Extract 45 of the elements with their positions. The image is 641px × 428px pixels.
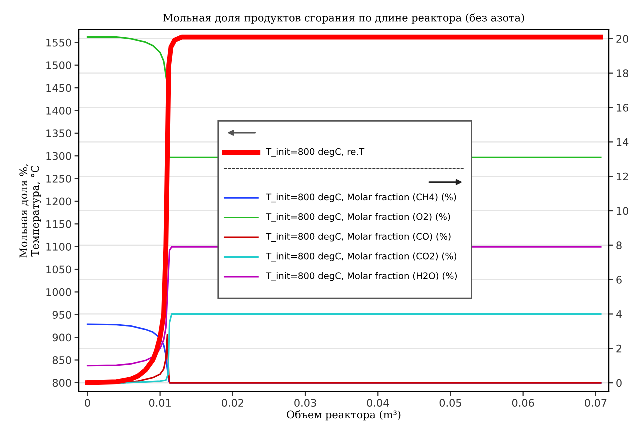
x-tick-label: 0.05 <box>440 399 462 408</box>
x-tick-label: 0 <box>85 399 90 408</box>
x-tick-label: 0.06 <box>512 399 534 408</box>
legend-label: T_init=800 degC, Molar fraction (CO2) (%) <box>266 252 457 262</box>
y2-tick-label: 4 <box>616 310 622 318</box>
y2-tick-label: 2 <box>616 344 622 353</box>
y2-tick-label: 0 <box>616 379 622 388</box>
y-tick-label: 1300 <box>46 152 72 160</box>
legend-label: T_init=800 degC, Molar fraction (H2O) (%) <box>266 272 457 282</box>
x-tick-label: 0.07 <box>585 399 607 408</box>
y-tick-label: 1400 <box>46 106 72 115</box>
chart-title: Мольная доля продуктов сгорания по длине реактора (без азота) <box>163 14 524 24</box>
x-tick-label: 0.03 <box>294 399 316 408</box>
legend-label: T_init=800 degC, Molar fraction (CO) (%) <box>266 233 451 242</box>
y-tick-label: 1050 <box>46 266 72 274</box>
legend-label: T_init=800 degC, Molar fraction (O2) (%) <box>266 213 450 222</box>
y-tick-label: 1350 <box>46 130 72 138</box>
legend-label: T_init=800 degC, re.T <box>266 148 365 158</box>
y2-tick-label: 6 <box>616 276 622 284</box>
y-tick-label: 1150 <box>46 220 72 228</box>
x-tick-label: 0.01 <box>149 399 171 408</box>
y2-tick-label: 10 <box>617 207 629 216</box>
y-axis-title: Мольная доля %, Температура, °C <box>20 164 42 258</box>
x-axis-title: Объем реактора (m³) <box>287 410 401 421</box>
y2-tick-label: 8 <box>616 242 622 250</box>
y-tick-label: 1000 <box>46 288 72 296</box>
x-tick-label: 0.04 <box>367 399 390 408</box>
y-tick-label: 850 <box>52 356 72 364</box>
y-tick-label: 950 <box>52 311 72 319</box>
y-tick-label: 1100 <box>46 243 72 251</box>
y2-tick-label: 18 <box>617 70 628 78</box>
y-tick-label: 1500 <box>46 62 72 70</box>
y2-tick-label: 16 <box>617 104 629 112</box>
legend-label: T_init=800 degC, Molar fraction (CH4) (%) <box>266 194 456 203</box>
y-tick-label: 1250 <box>46 175 72 183</box>
y-tick-label: 1550 <box>46 38 72 47</box>
y2-tick-label: 14 <box>617 138 629 146</box>
y2-tick-label: 20 <box>616 35 629 44</box>
y-tick-label: 900 <box>52 334 72 342</box>
y-tick-label: 800 <box>52 379 72 388</box>
line-series <box>85 34 604 386</box>
y-tick-label: 1450 <box>46 84 72 92</box>
x-tick-label: 0.02 <box>222 399 244 408</box>
y-tick-label: 1200 <box>46 198 72 206</box>
y2-tick-label: 12 <box>617 172 628 181</box>
